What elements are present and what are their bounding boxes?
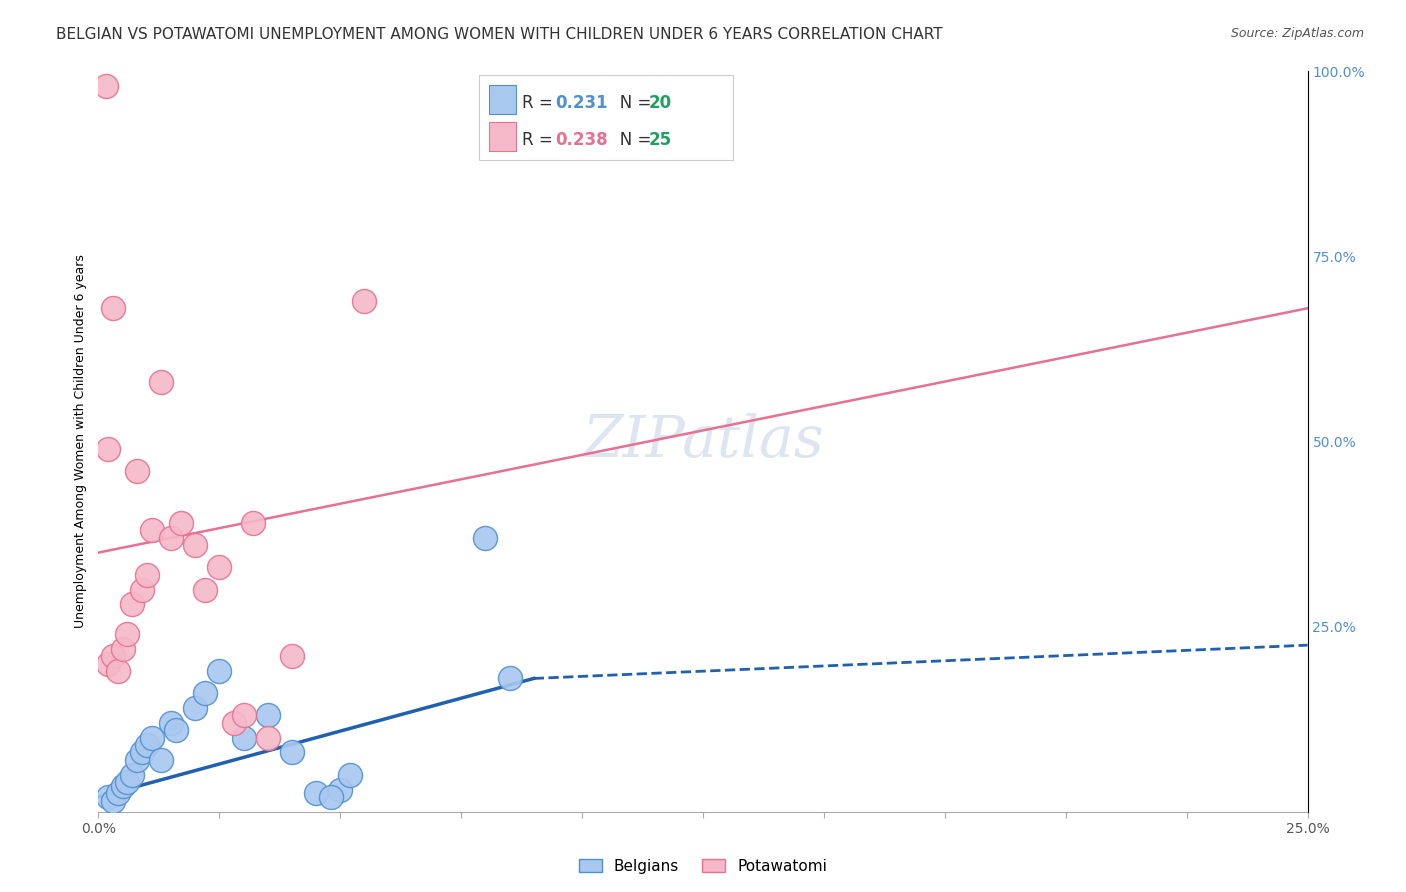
Point [121, 598, 143, 612]
Legend: Belgians, Potawatomi: Belgians, Potawatomi [572, 853, 834, 880]
Text: 25: 25 [648, 131, 672, 149]
Text: Source: ZipAtlas.com: Source: ZipAtlas.com [1230, 27, 1364, 40]
Point [101, 649, 124, 664]
Y-axis label: Unemployment Among Women with Children Under 6 years: Unemployment Among Women with Children U… [75, 254, 87, 629]
Point [353, 293, 375, 308]
Text: N =: N = [603, 131, 657, 149]
Point [97, 657, 120, 671]
Point [94, 79, 117, 94]
Point [107, 786, 129, 800]
Text: N =: N = [603, 95, 657, 112]
Text: 0.231: 0.231 [555, 95, 609, 112]
Text: 20: 20 [648, 95, 672, 112]
Point [256, 731, 278, 745]
Point [101, 794, 124, 808]
Point [184, 701, 207, 715]
Point [127, 753, 149, 767]
Point [281, 746, 304, 760]
Text: R =: R = [522, 131, 558, 149]
Point [150, 753, 173, 767]
Point [222, 715, 245, 730]
Point [111, 641, 134, 656]
Point [111, 779, 134, 793]
Point [117, 775, 139, 789]
Point [97, 442, 120, 456]
Point [474, 531, 496, 545]
Point [135, 567, 157, 582]
Point [160, 531, 183, 545]
Text: ZIPatlas: ZIPatlas [582, 413, 824, 470]
Point [121, 767, 143, 781]
Text: R =: R = [522, 95, 558, 112]
Point [117, 627, 139, 641]
Point [208, 664, 231, 678]
Point [194, 582, 217, 597]
Point [131, 746, 153, 760]
Point [242, 516, 264, 530]
Text: BELGIAN VS POTAWATOMI UNEMPLOYMENT AMONG WOMEN WITH CHILDREN UNDER 6 YEARS CORRE: BELGIAN VS POTAWATOMI UNEMPLOYMENT AMONG… [56, 27, 943, 42]
FancyBboxPatch shape [489, 121, 516, 152]
Point [141, 524, 163, 538]
Point [127, 464, 149, 478]
Point [169, 516, 191, 530]
Point [131, 582, 153, 597]
Point [329, 782, 352, 797]
Point [160, 715, 183, 730]
Point [498, 672, 520, 686]
Point [184, 538, 207, 552]
Point [319, 789, 342, 804]
Point [97, 789, 120, 804]
Text: 0.238: 0.238 [555, 131, 609, 149]
Point [339, 767, 361, 781]
Point [135, 738, 157, 752]
Point [232, 708, 254, 723]
FancyBboxPatch shape [489, 85, 516, 114]
Point [101, 301, 124, 316]
Point [141, 731, 163, 745]
Point [107, 664, 129, 678]
FancyBboxPatch shape [479, 75, 734, 161]
Point [232, 731, 254, 745]
Point [281, 649, 304, 664]
Point [208, 560, 231, 574]
Point [256, 708, 278, 723]
Point [150, 376, 173, 390]
Point [305, 786, 328, 800]
Point [165, 723, 187, 738]
Point [194, 686, 217, 700]
